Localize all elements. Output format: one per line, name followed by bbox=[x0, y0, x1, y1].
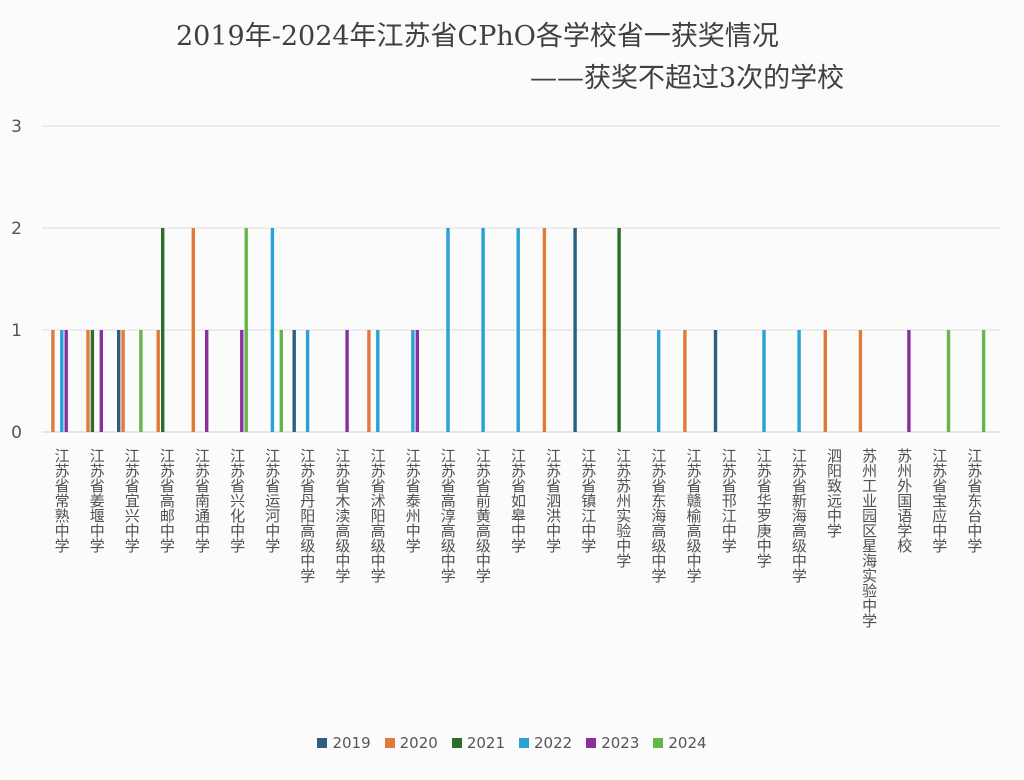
chart-subtitle: ——获奖不超过3次的学校 bbox=[530, 63, 845, 94]
bar-2024-6 bbox=[279, 330, 283, 432]
x-category-label: 江苏省赣榆高级中学 bbox=[685, 448, 703, 583]
x-category-label: 江苏省前黄高级中学 bbox=[474, 448, 492, 583]
legend-item-2021: 2021 bbox=[451, 734, 505, 752]
x-category-label: 江苏省运河中学 bbox=[263, 448, 281, 553]
legend-label: 2022 bbox=[534, 734, 573, 752]
x-category-label: 江苏省沭阳高级中学 bbox=[369, 448, 387, 583]
y-tick-label: 1 bbox=[11, 321, 22, 341]
x-category-label: 江苏省高淳高级中学 bbox=[439, 448, 457, 583]
y-tick-label: 2 bbox=[11, 219, 22, 239]
legend-label: 2024 bbox=[668, 734, 707, 752]
bar-2022-13 bbox=[516, 228, 520, 432]
bar-2023-4 bbox=[205, 330, 209, 432]
bar-2023-24 bbox=[907, 330, 911, 432]
legend-item-2023: 2023 bbox=[586, 734, 639, 752]
bar-2021-1 bbox=[90, 330, 95, 432]
x-category-label: 苏州工业园区星海实验中学 bbox=[860, 448, 878, 628]
x-category-label: 江苏省常熟中学 bbox=[53, 448, 71, 553]
x-category-label: 江苏省新海高级中学 bbox=[790, 448, 808, 583]
bar-2023-5 bbox=[240, 330, 244, 432]
legend-label: 2023 bbox=[601, 734, 640, 752]
x-category-label: 江苏省宝应中学 bbox=[930, 448, 948, 553]
bar-2023-0 bbox=[64, 330, 68, 432]
x-category-label: 江苏省高邮中学 bbox=[158, 448, 176, 553]
bar-2022-20 bbox=[762, 330, 766, 432]
x-category-label: 江苏省兴化中学 bbox=[228, 448, 246, 553]
x-category-label: 江苏省华罗庚中学 bbox=[755, 448, 773, 568]
bar-2020-2 bbox=[121, 330, 125, 432]
bar-2023-1 bbox=[99, 330, 103, 432]
bar-2022-0 bbox=[60, 330, 64, 432]
x-category-label: 江苏省泗洪中学 bbox=[544, 448, 562, 553]
bar-2020-14 bbox=[542, 228, 547, 432]
legend-item-2020: 2020 bbox=[384, 734, 438, 752]
x-category-label: 江苏省泰州中学 bbox=[404, 448, 422, 553]
x-category-label: 江苏省东海高级中学 bbox=[649, 448, 667, 583]
x-category-label: 江苏省东台中学 bbox=[965, 448, 983, 553]
bar-2020-9 bbox=[367, 330, 371, 432]
bar-2022-10 bbox=[411, 330, 415, 432]
bar-2020-4 bbox=[191, 228, 195, 432]
x-category-label: 江苏省木渎高级中学 bbox=[333, 448, 351, 583]
x-category-label: 江苏省邗江中学 bbox=[720, 448, 738, 553]
y-tick-label: 3 bbox=[11, 117, 22, 137]
legend-swatch-2019 bbox=[317, 738, 328, 748]
x-category-label: 江苏苏州实验中学 bbox=[614, 448, 632, 568]
bar-2024-5 bbox=[244, 228, 248, 432]
legend-swatch-2022 bbox=[519, 738, 529, 748]
legend-item-2024: 2024 bbox=[653, 734, 707, 752]
bar-2020-1 bbox=[86, 330, 90, 432]
bar-2019-2 bbox=[117, 330, 121, 432]
legend-swatch-2021 bbox=[451, 738, 462, 748]
bar-2020-23 bbox=[858, 330, 863, 432]
bar-2020-0 bbox=[51, 330, 55, 432]
bar-2022-6 bbox=[270, 228, 275, 432]
legend-label: 2019 bbox=[332, 734, 371, 752]
chart-title: 2019年-2024年江苏省CPhO各学校省一获奖情况 bbox=[176, 21, 779, 52]
x-category-label: 江苏省南通中学 bbox=[193, 448, 211, 553]
legend-label: 2020 bbox=[399, 734, 438, 752]
y-tick-label: 0 bbox=[11, 423, 22, 443]
legend-swatch-2024 bbox=[653, 738, 664, 748]
legend-swatch-2023 bbox=[586, 738, 597, 748]
legend-swatch-2020 bbox=[384, 738, 395, 748]
x-category-label: 江苏省如皋中学 bbox=[509, 448, 527, 553]
x-category-label: 江苏省姜堰中学 bbox=[88, 448, 106, 553]
x-category-label: 江苏省镇江中学 bbox=[579, 448, 597, 553]
x-category-label: 江苏省宜兴中学 bbox=[123, 448, 141, 553]
legend-item-2019: 2019 bbox=[317, 734, 371, 752]
chart-legend: 2019 2020 2021 2022 2023 2024 bbox=[0, 734, 1024, 752]
legend-item-2022: 2022 bbox=[519, 734, 572, 752]
bar-2020-18 bbox=[683, 330, 687, 432]
bar-2022-7 bbox=[305, 330, 310, 432]
legend-label: 2021 bbox=[466, 734, 505, 752]
bar-2022-9 bbox=[376, 330, 380, 432]
bar-2022-12 bbox=[481, 228, 485, 432]
bar-2019-15 bbox=[573, 228, 577, 432]
bar-2019-19 bbox=[713, 330, 718, 432]
bar-2024-26 bbox=[981, 330, 986, 432]
x-category-label: 泗阳致远中学 bbox=[825, 448, 843, 538]
bar-2021-3 bbox=[161, 228, 165, 432]
bar-2019-7 bbox=[292, 330, 296, 432]
bar-2023-10 bbox=[415, 330, 419, 432]
bar-2020-22 bbox=[823, 330, 827, 432]
bar-2024-25 bbox=[946, 330, 951, 432]
bar-2023-8 bbox=[345, 330, 349, 432]
bar-2020-3 bbox=[156, 330, 160, 432]
x-category-label: 苏州外国语学校 bbox=[895, 448, 913, 553]
bar-2022-11 bbox=[446, 228, 450, 432]
bar-2022-17 bbox=[657, 330, 661, 432]
bar-2022-21 bbox=[797, 330, 801, 432]
bar-2024-2 bbox=[139, 330, 143, 432]
bar-2021-16 bbox=[617, 228, 621, 432]
x-category-label: 江苏省丹阳高级中学 bbox=[298, 448, 316, 583]
